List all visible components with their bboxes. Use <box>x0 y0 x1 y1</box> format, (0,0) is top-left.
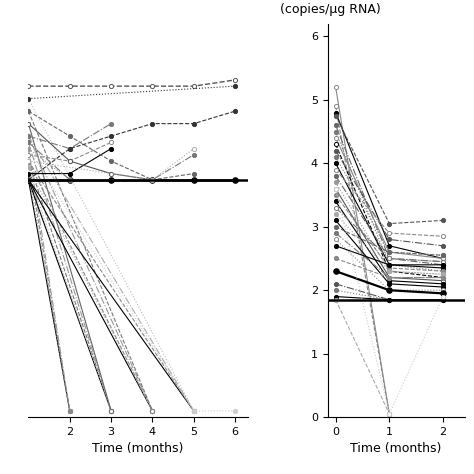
X-axis label: Time (months): Time (months) <box>92 442 183 456</box>
Text: Log WT1 mRNA
(copies/μg RNA): Log WT1 mRNA (copies/μg RNA) <box>280 0 381 16</box>
X-axis label: Time (months): Time (months) <box>350 442 442 456</box>
